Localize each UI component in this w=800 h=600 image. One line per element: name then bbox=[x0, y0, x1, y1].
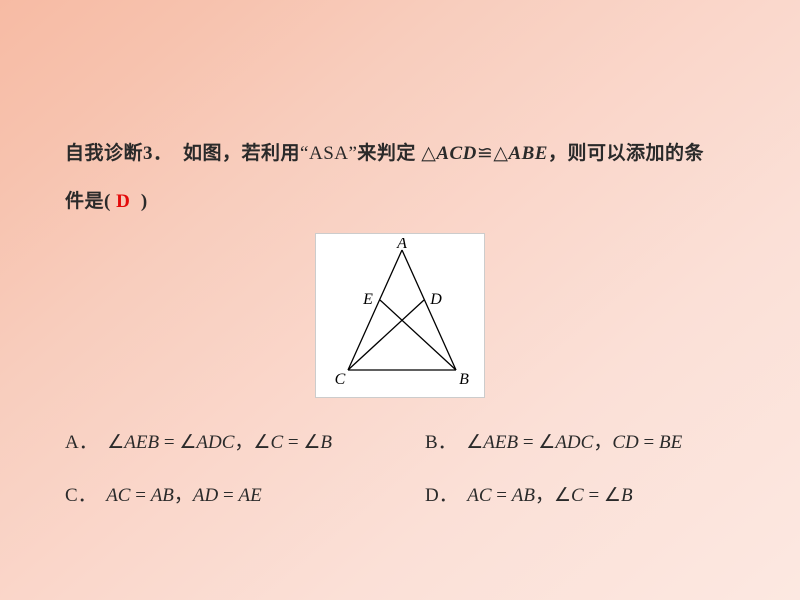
question-line-2: 件是( D ) bbox=[65, 178, 735, 226]
option-b: B． ∠AEB = ∠ADC，CD = BE bbox=[425, 416, 735, 469]
option-a: A． ∠AEB = ∠ADC，∠C = ∠B bbox=[65, 416, 425, 469]
ob-adc: ADC bbox=[555, 432, 593, 453]
option-c: C． AC = AB，AD = AE bbox=[65, 469, 425, 522]
oa-adc: ADC bbox=[196, 432, 234, 453]
ob-aeb: AEB bbox=[483, 432, 518, 453]
oa-eq2: = bbox=[283, 432, 303, 453]
geometry-svg: A C B E D bbox=[320, 238, 480, 388]
od-eq1: = bbox=[492, 485, 512, 506]
oa-c: C bbox=[270, 432, 283, 453]
ob-sep: ， bbox=[593, 432, 612, 453]
q-text-1a: 如图，若利用 bbox=[183, 143, 300, 164]
oc-eq2: = bbox=[218, 485, 238, 506]
oa-angle4: ∠ bbox=[303, 432, 320, 453]
ob-eq2: = bbox=[639, 432, 659, 453]
q-text-2b: ) bbox=[141, 191, 148, 212]
oa-angle3: ∠ bbox=[253, 432, 270, 453]
oc-ac: AC bbox=[106, 485, 130, 506]
option-d-label: D． bbox=[425, 485, 458, 506]
ob-cd: CD bbox=[612, 432, 638, 453]
q-text-1b: 来判定 bbox=[357, 143, 416, 164]
oc-sep: ， bbox=[174, 485, 193, 506]
od-angle2: ∠ bbox=[604, 485, 621, 506]
option-a-label: A． bbox=[65, 432, 98, 453]
svg-text:B: B bbox=[459, 371, 469, 388]
abe: ABE bbox=[508, 143, 548, 164]
question-prefix: 自我诊断3． bbox=[65, 143, 173, 164]
quote-open: “ bbox=[300, 143, 309, 164]
ob-be: BE bbox=[659, 432, 682, 453]
od-ab: AB bbox=[512, 485, 535, 506]
od-b: B bbox=[621, 485, 633, 506]
q-text-2a: 件是( bbox=[65, 191, 111, 212]
oc-ad: AD bbox=[193, 485, 218, 506]
svg-text:E: E bbox=[362, 291, 373, 308]
oa-angle2: ∠ bbox=[179, 432, 196, 453]
od-sep: ， bbox=[535, 485, 554, 506]
od-c: C bbox=[571, 485, 584, 506]
oc-ae: AE bbox=[238, 485, 261, 506]
q-text-1c: ，则可以添加的条 bbox=[548, 143, 704, 164]
slide-content: 自我诊断3． 如图，若利用“ASA”来判定 △ACD≌△ABE，则可以添加的条 … bbox=[0, 0, 800, 600]
triangle-2: △ bbox=[493, 143, 508, 164]
answer-letter: D bbox=[116, 191, 130, 212]
ob-angle1: ∠ bbox=[466, 432, 483, 453]
ob-eq1: = bbox=[518, 432, 538, 453]
figure-container: A C B E D bbox=[65, 233, 735, 398]
triangle-1: △ bbox=[421, 143, 436, 164]
options-row-2: C． AC = AB，AD = AE D． AC = AB，∠C = ∠B bbox=[65, 469, 735, 522]
oa-angle1: ∠ bbox=[107, 432, 124, 453]
oa-sep: ， bbox=[234, 432, 253, 453]
option-b-label: B． bbox=[425, 432, 457, 453]
oa-eq1: = bbox=[159, 432, 179, 453]
option-c-label: C． bbox=[65, 485, 97, 506]
oa-b: B bbox=[320, 432, 332, 453]
od-eq2: = bbox=[584, 485, 604, 506]
option-d: D． AC = AB，∠C = ∠B bbox=[425, 469, 735, 522]
oc-eq1: = bbox=[130, 485, 150, 506]
options-block: A． ∠AEB = ∠ADC，∠C = ∠B B． ∠AEB = ∠ADC，CD… bbox=[65, 416, 735, 522]
od-ac: AC bbox=[467, 485, 491, 506]
svg-text:D: D bbox=[429, 291, 442, 308]
asa-text: ASA bbox=[309, 143, 349, 164]
options-row-1: A． ∠AEB = ∠ADC，∠C = ∠B B． ∠AEB = ∠ADC，CD… bbox=[65, 416, 735, 469]
question-line-1: 自我诊断3． 如图，若利用“ASA”来判定 △ACD≌△ABE，则可以添加的条 bbox=[65, 130, 735, 178]
od-angle1: ∠ bbox=[554, 485, 571, 506]
congruent: ≌ bbox=[477, 143, 493, 164]
svg-text:A: A bbox=[396, 238, 407, 252]
oa-aeb: AEB bbox=[124, 432, 159, 453]
ob-angle2: ∠ bbox=[538, 432, 555, 453]
oc-ab: AB bbox=[151, 485, 174, 506]
geometry-figure: A C B E D bbox=[315, 233, 485, 398]
svg-text:C: C bbox=[335, 371, 346, 388]
acd: ACD bbox=[436, 143, 477, 164]
